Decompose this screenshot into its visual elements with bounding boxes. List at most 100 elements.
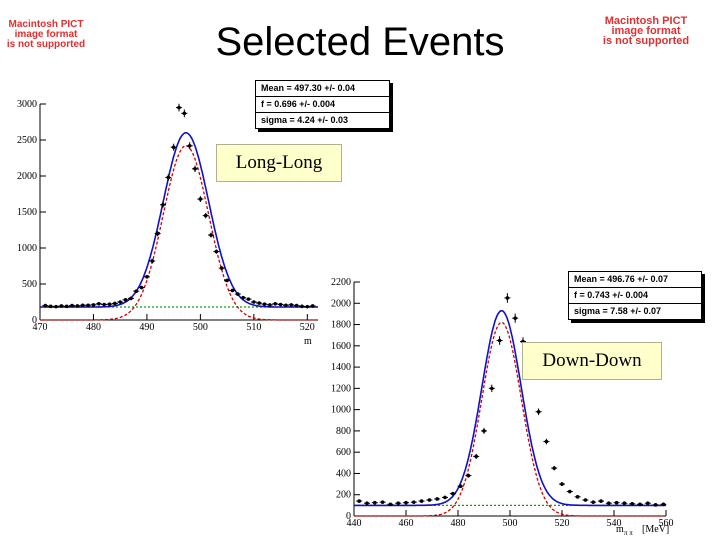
x-tick-label: 500 (503, 518, 518, 529)
data-point (273, 302, 278, 306)
x-tick-label: 560 (659, 518, 674, 529)
data-point (536, 409, 541, 414)
data-point (177, 105, 181, 110)
y-tick-label: 800 (336, 426, 351, 437)
data-point (388, 502, 393, 507)
data-point (630, 501, 634, 506)
signal-fit-curve (40, 145, 318, 321)
placeholder-line: Macintosh PICT (8, 19, 84, 30)
y-tick-label: 3000 (17, 99, 37, 110)
data-point (622, 501, 627, 506)
x-axis-label: m (304, 336, 312, 347)
y-tick-label: 1800 (331, 320, 351, 331)
data-point (365, 501, 369, 506)
data-point (123, 298, 128, 302)
image-placeholder-left: Macintosh PICT image format is not suppo… (6, 20, 86, 50)
data-point (161, 203, 165, 207)
data-point (396, 501, 400, 506)
placeholder-line: is not supported (602, 35, 690, 47)
x-tick-label: 440 (347, 518, 362, 529)
data-point (482, 429, 486, 433)
data-point (118, 300, 122, 304)
y-tick-label: 0 (346, 511, 351, 522)
x-axis-label: m (616, 524, 624, 535)
data-point (568, 489, 572, 494)
y-tick-label: 2000 (331, 298, 351, 309)
data-point (544, 439, 549, 444)
data-point (497, 338, 502, 343)
slide-title: Selected Events (215, 20, 505, 64)
data-point (513, 316, 517, 320)
data-point (289, 303, 294, 307)
down-down-plot: 0 200 400 600 800 1000 1200 1400 1600 1800 2000 220… (331, 277, 674, 537)
y-tick-label: 0 (32, 315, 37, 326)
x-tick-label: 480 (86, 322, 101, 333)
data-point (203, 213, 208, 218)
data-point (373, 500, 377, 505)
data-point (145, 275, 149, 279)
total-fit-curve (40, 132, 318, 308)
data-point (661, 502, 666, 507)
y-tick-label: 200 (336, 490, 351, 501)
data-point (257, 301, 261, 305)
image-placeholder-right: Macintosh PICT image format is not suppo… (584, 16, 708, 47)
data-point (278, 302, 283, 307)
data-point (155, 231, 160, 236)
data-point (193, 167, 197, 171)
y-tick-label: 1000 (17, 243, 37, 254)
stat-f: f = 0.743 +/- 0.004 (569, 288, 701, 304)
data-point (380, 500, 385, 504)
y-tick-label: 400 (336, 468, 351, 479)
x-tick-label: 490 (139, 322, 154, 333)
data-point (54, 304, 58, 309)
y-tick-label: 2500 (17, 135, 37, 146)
data-point (599, 499, 603, 503)
x-tick-label: 470 (33, 322, 48, 333)
data-point (451, 491, 455, 496)
data-point (91, 303, 96, 307)
data-point (75, 304, 80, 308)
x-axis-label-subscript: π π (624, 529, 633, 537)
y-tick-label: 2000 (17, 171, 37, 182)
stat-sigma: sigma = 4.24 +/- 0.03 (261, 115, 349, 125)
placeholder-line: image format (611, 25, 681, 37)
y-tick-label: 1600 (331, 341, 351, 352)
data-point (43, 303, 48, 308)
data-point (638, 502, 642, 507)
data-point (86, 303, 90, 308)
x-tick-label: 460 (399, 518, 414, 529)
signal-fit-curve (354, 321, 666, 517)
data-point (139, 285, 144, 290)
stat-f: f = 0.696 +/- 0.004 (256, 97, 389, 113)
data-point (236, 292, 240, 296)
data-point (166, 175, 171, 180)
data-point (474, 454, 478, 459)
data-point (427, 498, 432, 502)
data-point (583, 498, 588, 502)
y-tick-label: 1400 (331, 362, 351, 373)
data-point (59, 304, 64, 308)
data-point (219, 266, 224, 270)
stat-mean: Mean = 496.76 +/- 0.07 (569, 272, 701, 288)
data-point (646, 501, 650, 506)
y-tick-label: 1500 (17, 207, 37, 218)
y-tick-label: 1200 (331, 383, 351, 394)
stat-mean: Mean = 497.30 +/- 0.04 (256, 81, 389, 97)
y-tick-label: 600 (336, 447, 351, 458)
x-tick-label: 500 (193, 322, 208, 333)
placeholder-line: is not supported (6, 39, 86, 50)
y-tick-label: 2200 (331, 277, 351, 288)
long-long-label: Long-Long (216, 144, 342, 182)
data-point (357, 499, 361, 503)
data-point (187, 143, 192, 148)
x-tick-label: 520 (555, 518, 570, 529)
data-point (653, 503, 658, 507)
data-point (310, 304, 315, 308)
data-point (305, 304, 310, 309)
data-point (443, 495, 447, 500)
down-down-stat-box: Mean = 496.76 +/- 0.07 f = 0.743 +/- 0.0… (568, 271, 702, 320)
x-tick-label: 480 (451, 518, 466, 529)
data-point (129, 296, 133, 301)
data-point (575, 495, 580, 499)
data-point (252, 300, 256, 304)
